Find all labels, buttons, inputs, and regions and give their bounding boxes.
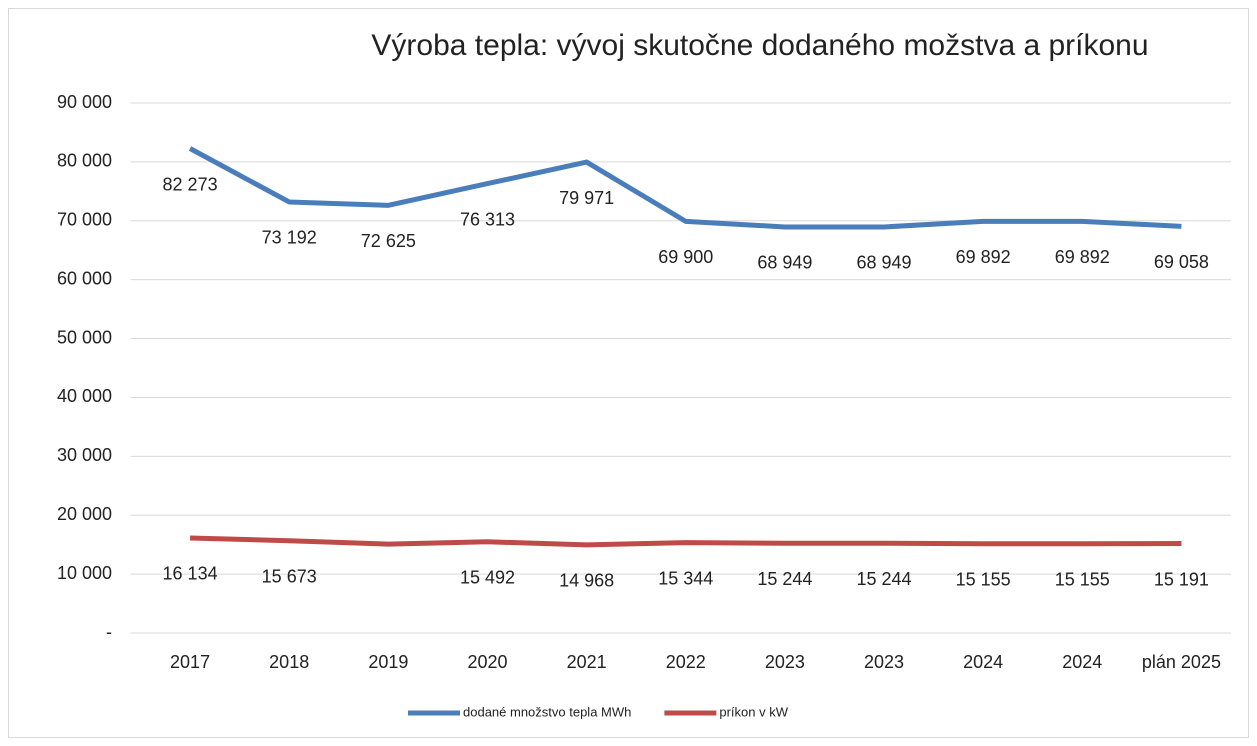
x-tick-label: 2021 [567,652,607,672]
chart-title: Výroba tepla: vývoj skutočne dodaného mo… [371,29,1148,62]
y-tick-label: 70 000 [57,210,112,230]
data-label: 69 058 [1154,252,1209,272]
data-label: 68 949 [757,253,812,273]
data-label: 15 244 [856,569,911,589]
data-label: 82 273 [163,174,218,194]
data-label: 73 192 [262,228,317,248]
y-tick-label: 40 000 [57,386,112,406]
data-label: 15 155 [956,570,1011,590]
series-line [188,146,1182,230]
x-tick-label: 2017 [170,652,210,672]
y-tick-label: 10 000 [57,563,112,583]
data-label: 69 892 [956,247,1011,267]
data-label: 69 900 [658,247,713,267]
chart-border [8,8,1249,738]
y-tick-label: 20 000 [57,504,112,524]
data-label: 15 344 [658,568,713,588]
legend-label: dodané množstvo tepla MWh [463,704,631,719]
x-tick-label: 2020 [467,652,507,672]
data-label: 15 191 [1154,569,1209,589]
data-label: 69 892 [1055,247,1110,267]
x-tick-label: 2024 [963,652,1003,672]
x-tick-label: 2022 [666,652,706,672]
y-tick-label: 80 000 [57,151,112,171]
data-label: 15 673 [262,566,317,586]
y-tick-label: - [106,622,112,642]
data-label: 76 313 [460,209,515,229]
data-label: 15 244 [757,569,812,589]
y-tick-label: 90 000 [57,92,112,112]
x-tick-label: 2024 [1062,652,1102,672]
data-label: 79 971 [559,188,614,208]
x-tick-label: plán 2025 [1142,652,1221,672]
legend-label: príkon v kW [719,704,788,719]
y-tick-label: 60 000 [57,268,112,288]
x-tick-label: 2023 [864,652,904,672]
y-tick-label: 30 000 [57,445,112,465]
data-label: 14 968 [559,571,614,591]
series-line [189,535,1182,548]
x-tick-label: 2019 [368,652,408,672]
data-label: 15 492 [460,568,515,588]
y-tick-label: 50 000 [57,327,112,347]
x-tick-label: 2018 [269,652,309,672]
data-label: 68 949 [856,253,911,273]
data-label: 15 155 [1055,570,1110,590]
data-label: 72 625 [361,231,416,251]
x-tick-label: 2023 [765,652,805,672]
data-label: 16 134 [163,564,218,584]
